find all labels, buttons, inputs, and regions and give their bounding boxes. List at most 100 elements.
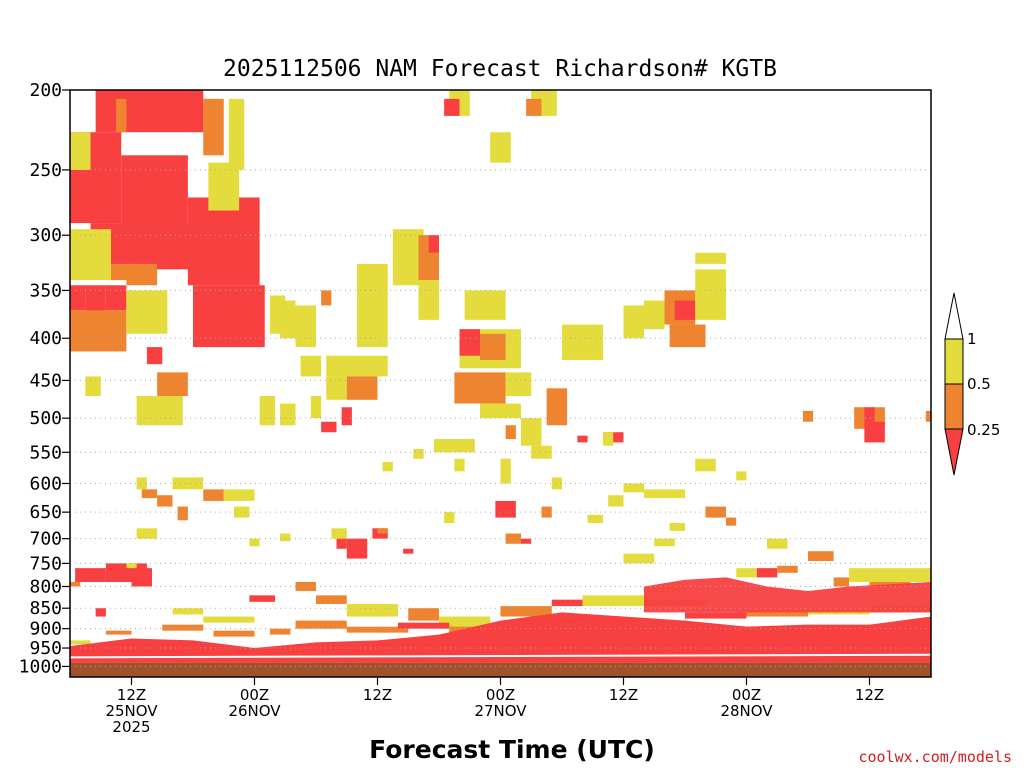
xtick-label: 12Z: [855, 686, 884, 704]
ri-cell-red: [551, 599, 583, 607]
ri-cell-yellow: [136, 477, 147, 490]
ytick-label-450: 450: [29, 370, 62, 391]
ri-cell-orange: [746, 610, 808, 617]
ri-cell-yellow: [346, 603, 398, 617]
ri-cell-yellow: [490, 132, 511, 163]
ri-cell-red: [577, 435, 588, 443]
ri-cell-orange: [777, 565, 798, 573]
ri-cell-orange: [162, 624, 204, 631]
legend-swatch-0.5-1: [944, 338, 964, 385]
xtick-label: 00Z: [732, 686, 761, 704]
surface-white-stripe: [70, 653, 931, 659]
ri-cell-orange: [269, 628, 291, 635]
ri-cell-red: [131, 568, 152, 587]
ytick-label-300: 300: [29, 225, 62, 246]
ri-cell-yellow: [562, 324, 603, 360]
ri-cell-orange: [346, 376, 378, 400]
ri-cell-orange: [833, 577, 849, 587]
ri-cell-yellow: [587, 514, 603, 523]
ri-cell-orange: [177, 506, 188, 521]
ri-cell-yellow: [654, 538, 675, 547]
surface-red-layer: [70, 612, 931, 663]
ri-cell-yellow: [444, 512, 455, 523]
legend-swatch-0.25-0.5: [944, 383, 964, 430]
ri-cell-yellow: [531, 445, 552, 459]
ri-cell-orange: [869, 581, 911, 587]
ytick-label-550: 550: [29, 442, 62, 463]
ri-cell-yellow: [249, 538, 260, 547]
ytick-label-900: 900: [29, 619, 62, 640]
ytick-label-800: 800: [29, 576, 62, 597]
xtick-label: 12Z: [609, 686, 638, 704]
ri-cell-yellow: [280, 300, 296, 339]
ri-cell-yellow: [608, 495, 624, 507]
ri-cell-yellow: [70, 229, 111, 281]
ri-cell-red: [70, 285, 86, 311]
ri-cell-orange: [203, 489, 224, 501]
ri-cell-yellow: [454, 458, 465, 472]
ri-cell-yellow: [418, 280, 439, 320]
ri-cell-yellow: [223, 489, 255, 501]
plot-area: [70, 90, 931, 677]
ri-cell-red: [95, 608, 106, 617]
ri-cell-yellow: [126, 563, 137, 569]
ri-cell-orange: [505, 533, 521, 544]
ri-cell-red: [187, 197, 260, 286]
ri-cell-yellow: [695, 458, 716, 472]
ri-cell-orange: [480, 333, 506, 360]
ri-cell-orange: [157, 495, 173, 507]
ri-cell-yellow: [623, 553, 655, 564]
ri-cell-yellow: [259, 396, 275, 426]
ri-cell-red: [495, 500, 516, 518]
ri-cell-yellow: [521, 418, 542, 446]
ytick-label-600: 600: [29, 473, 62, 494]
ri-cell-orange: [505, 425, 516, 440]
ri-cell-yellow: [357, 263, 388, 348]
ri-cell-yellow: [695, 252, 726, 264]
xtick-label: 26NOV: [228, 702, 281, 720]
ri-cell-orange: [213, 630, 255, 637]
legend-label: 0.25: [967, 421, 1000, 439]
ri-cell-yellow: [736, 471, 747, 481]
ri-cell-yellow: [228, 98, 245, 170]
legend-swatch-above-1: [944, 292, 964, 340]
ri-cell-orange: [70, 581, 81, 587]
ytick-label-850: 850: [29, 598, 62, 619]
ri-cell-yellow: [208, 162, 240, 211]
ri-cell-yellow: [85, 376, 101, 397]
chart-title: 2025112506 NAM Forecast Richardson# KGTB: [223, 56, 777, 82]
ri-cell-orange: [295, 620, 347, 629]
ri-cell-orange: [141, 489, 158, 499]
ri-cell-red: [864, 407, 875, 422]
ri-cell-red: [346, 538, 368, 559]
ytick-label-250: 250: [29, 160, 62, 181]
ri-cell-yellow: [70, 640, 91, 645]
ri-cell-red: [321, 421, 337, 433]
credit-link[interactable]: coolwx.com/models: [858, 748, 1012, 766]
ri-cell-orange: [157, 372, 188, 397]
ri-cell-yellow: [126, 290, 168, 334]
ri-cell-red: [864, 421, 885, 443]
ytick-label-1000: 1000: [19, 656, 62, 677]
ri-cell-orange: [454, 372, 506, 404]
ri-cell-red: [756, 568, 778, 578]
xtick-label: 25NOV: [105, 702, 158, 720]
legend-swatch-below-0.25: [944, 428, 964, 476]
ri-cell-red: [105, 285, 127, 311]
ri-cell-red: [336, 538, 347, 549]
ytick-label-350: 350: [29, 280, 62, 301]
ytick-label-750: 750: [29, 553, 62, 574]
ri-cell-yellow: [500, 458, 511, 484]
ri-cell-yellow: [326, 376, 347, 400]
ri-cell-yellow: [623, 483, 644, 493]
ri-cell-red: [75, 568, 106, 582]
ri-cell-yellow: [331, 528, 347, 539]
ri-cell-yellow: [644, 300, 665, 330]
ri-cell-orange: [808, 551, 834, 561]
color-legend: 1 0.5 0.25: [944, 292, 1000, 476]
ri-cell-red: [398, 622, 450, 629]
ri-cell-yellow: [439, 616, 491, 629]
ri-cell-orange: [546, 388, 568, 426]
